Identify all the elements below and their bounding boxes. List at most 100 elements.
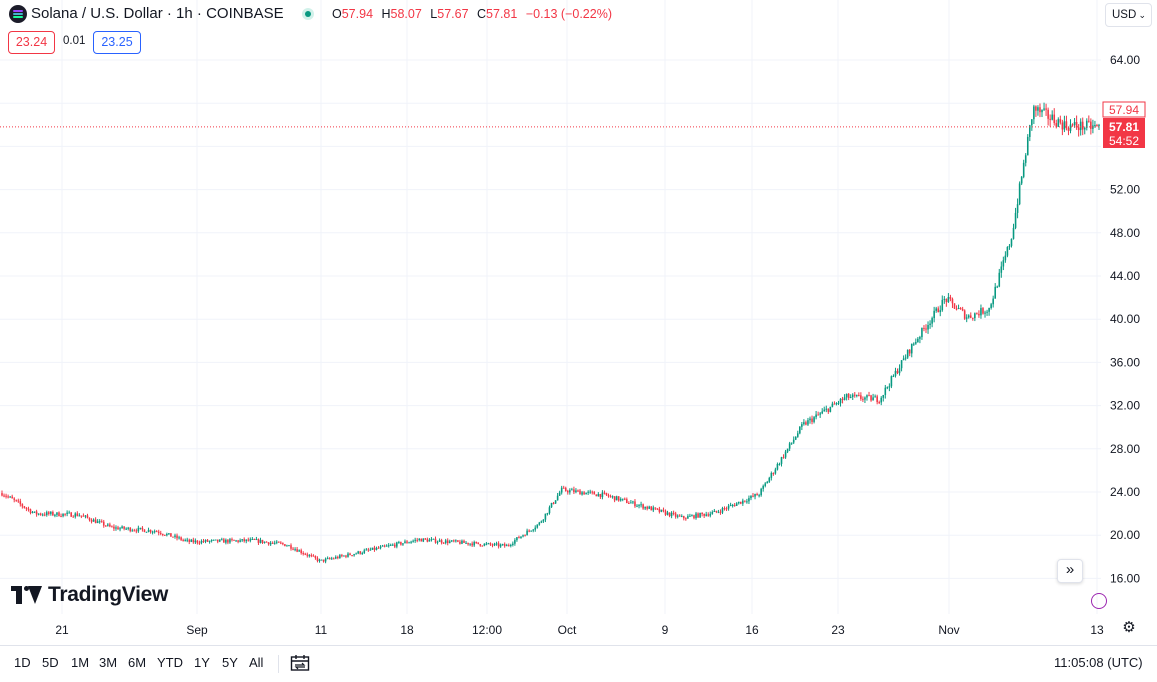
candle-body (1053, 114, 1056, 124)
candle-body (906, 349, 909, 358)
candle-body (746, 501, 748, 503)
candle-body (862, 398, 864, 400)
candle-body (1004, 255, 1007, 261)
bar-countdown: 54:52 (1109, 134, 1139, 148)
candle-body (292, 548, 294, 550)
candle-body (487, 543, 490, 545)
candle-body (843, 397, 846, 400)
candle-body (457, 540, 459, 542)
candle-body (400, 542, 402, 545)
tradingview-logo-icon (11, 586, 42, 604)
candle-body (94, 519, 97, 524)
buy-price-button[interactable]: 23.25 (93, 31, 141, 54)
range-5y-button[interactable]: 5Y (222, 655, 238, 670)
range-6m-button[interactable]: 6M (128, 655, 147, 670)
candle-body (241, 539, 243, 541)
candle-body (668, 512, 671, 517)
range-1d-button[interactable]: 1D (14, 655, 31, 670)
candle-body (817, 414, 819, 416)
candle-body (92, 519, 95, 522)
range-ytd-button[interactable]: YTD (157, 655, 183, 670)
candle-body (908, 349, 911, 354)
candle-body (1029, 125, 1031, 137)
candle-body (267, 542, 270, 545)
candle-body (385, 545, 388, 547)
candle-body (25, 507, 28, 509)
candle-body (231, 539, 233, 541)
candle-body (318, 559, 321, 562)
tradingview-logo[interactable]: TradingView (11, 582, 168, 608)
open-value: 57.94 (341, 7, 374, 21)
candle-body (662, 509, 665, 511)
price-tick-label: 28.00 (1110, 442, 1140, 456)
gear-icon[interactable]: ⚙ (1122, 619, 1136, 636)
market-status-icon[interactable] (302, 8, 314, 20)
candle-body (540, 521, 543, 523)
candle-body (298, 550, 300, 552)
candle-body (560, 487, 563, 493)
candle-body (774, 469, 777, 474)
candle-body (1, 493, 3, 496)
price-chart[interactable]: 64.00 52.00 48.00 44.00 40.00 36.00 32.00 28.00… (0, 0, 1157, 645)
candle-body (530, 530, 532, 532)
candle-body (768, 477, 771, 482)
last-price-badges: 57.94 57.81 54:52 (1102, 101, 1146, 148)
candle-body (345, 555, 347, 557)
range-all-button[interactable]: All (249, 655, 264, 670)
candle-body (638, 505, 640, 507)
currency-selector[interactable]: USD ⌄ (1105, 3, 1152, 27)
range-1y-button[interactable]: 1Y (194, 655, 210, 670)
candle-body (11, 496, 13, 499)
candle-body (750, 495, 752, 499)
candle-body (1096, 125, 1098, 127)
candle-body (585, 492, 587, 495)
candle-body (1075, 122, 1078, 128)
candle-body (711, 512, 714, 514)
candle-body (609, 496, 612, 498)
candle-body (823, 409, 826, 412)
time-axis[interactable]: 21 Sep 11 18 12:00 Oct 9 16 23 Nov 13 (55, 623, 1104, 637)
candle-body (837, 403, 840, 405)
range-5d-button[interactable]: 5D (42, 655, 59, 670)
candle-body (174, 535, 176, 537)
candle-body (996, 286, 999, 288)
sell-price-button[interactable]: 23.24 (8, 31, 55, 54)
candle-body (347, 553, 349, 557)
price-axis[interactable]: 64.00 52.00 48.00 44.00 40.00 36.00 32.00 28.00… (1110, 53, 1140, 585)
candle-body (782, 457, 785, 459)
candle-body (485, 543, 488, 545)
price-tick-label: 48.00 (1110, 226, 1140, 240)
symbol-title[interactable]: Solana / U.S. Dollar · 1h · COINBASE (31, 5, 284, 22)
range-1m-button[interactable]: 1M (71, 655, 90, 670)
candle-body (198, 542, 201, 544)
utc-clock[interactable]: 11:05:08 (UTC) (1054, 655, 1143, 670)
candle-body (477, 542, 480, 545)
candle-body (410, 541, 412, 543)
candle-body (50, 511, 52, 514)
candle-body (1031, 119, 1033, 126)
candle-body (263, 541, 266, 543)
candle-body (216, 539, 219, 542)
indicator-circle-icon[interactable] (1091, 593, 1107, 609)
range-3m-button[interactable]: 3M (99, 655, 118, 670)
candle-body (1008, 245, 1011, 248)
candle-body (583, 492, 585, 495)
candle-body (394, 544, 396, 547)
candle-body (455, 540, 457, 542)
candle-body (166, 533, 168, 536)
candle-body (322, 559, 325, 562)
candle-body (888, 386, 891, 388)
candle-body (945, 298, 948, 303)
candle-body (1077, 127, 1080, 131)
candle-body (149, 529, 152, 533)
scroll-to-realtime-button[interactable]: » (1057, 559, 1083, 583)
candle-body (811, 418, 813, 422)
candle-body (915, 342, 917, 344)
candle-body (815, 414, 817, 418)
candle-body (626, 499, 628, 503)
calendar-range-icon[interactable] (290, 654, 310, 672)
candle-body (801, 424, 803, 427)
candle-body (707, 514, 710, 516)
candle-body (776, 464, 779, 470)
candle-body (365, 549, 368, 551)
